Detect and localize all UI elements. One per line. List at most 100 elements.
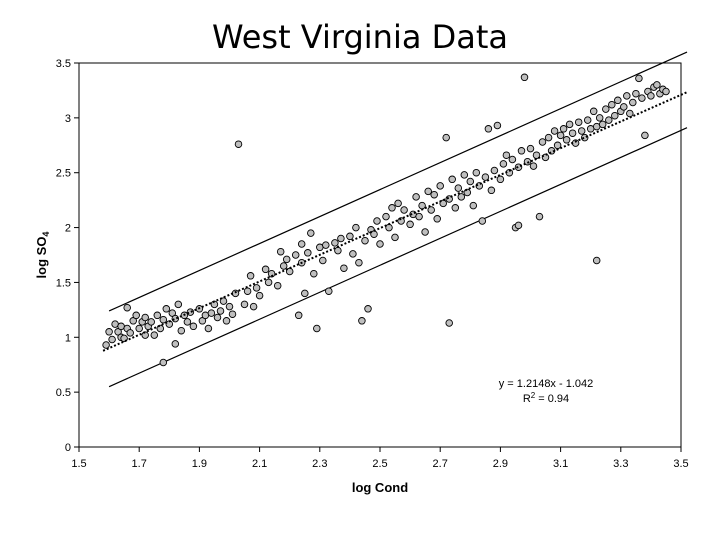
data-point — [472, 168, 481, 177]
data-point — [337, 234, 345, 243]
data-point — [325, 287, 333, 295]
data-point — [349, 250, 357, 258]
data-point — [577, 127, 586, 135]
regression-equation: y = 1.2148x - 1.042 — [499, 378, 593, 390]
data-point — [418, 201, 426, 210]
data-point — [620, 103, 628, 111]
data-point — [463, 188, 472, 197]
data-point — [141, 313, 149, 322]
data-points — [102, 73, 670, 367]
data-point — [433, 215, 441, 223]
data-point — [568, 129, 577, 137]
data-point — [102, 341, 110, 349]
data-point — [653, 81, 661, 89]
x-tick-label: 1.5 — [71, 458, 86, 470]
data-point — [126, 329, 134, 337]
data-point — [487, 186, 496, 195]
data-point — [514, 221, 523, 230]
data-point — [457, 193, 466, 201]
data-point — [583, 116, 592, 124]
data-point — [466, 177, 475, 186]
data-point — [240, 300, 249, 309]
y-tick-label: 1.5 — [56, 277, 71, 289]
data-point — [623, 92, 631, 100]
data-point — [559, 125, 568, 133]
data-point — [493, 121, 502, 130]
data-point — [589, 107, 598, 116]
data-point — [574, 118, 583, 126]
data-point — [249, 302, 258, 311]
data-point — [526, 144, 535, 153]
data-point — [174, 300, 183, 309]
data-point — [153, 311, 162, 320]
x-tick-label: 2.9 — [493, 458, 508, 470]
data-point — [183, 318, 192, 326]
data-point — [382, 212, 390, 221]
data-point — [412, 193, 420, 201]
data-point — [234, 140, 243, 148]
data-point — [331, 239, 339, 247]
chart-title: West Virginia Data — [211, 18, 509, 56]
data-point — [595, 114, 604, 122]
data-point — [391, 233, 399, 242]
data-point — [246, 272, 255, 280]
data-point — [108, 335, 116, 344]
data-point — [436, 182, 444, 190]
data-point — [538, 138, 547, 146]
data-point — [562, 136, 571, 144]
y-tick-label: 2.5 — [56, 168, 71, 180]
data-point — [448, 175, 456, 184]
data-point — [291, 251, 300, 259]
data-point — [638, 94, 646, 102]
data-point — [592, 256, 601, 265]
x-tick-label: 2.7 — [433, 458, 448, 470]
data-point — [313, 324, 321, 333]
data-point — [484, 125, 493, 133]
data-point — [430, 190, 438, 199]
data-point — [264, 278, 273, 287]
data-point — [364, 305, 372, 313]
data-point — [150, 331, 159, 339]
data-point — [427, 206, 435, 214]
data-point — [228, 310, 237, 318]
data-point — [219, 297, 228, 305]
data-point — [605, 116, 613, 124]
data-point — [376, 240, 384, 248]
data-point — [252, 284, 261, 292]
y-tick-label: 0.5 — [56, 387, 71, 399]
data-point — [451, 204, 460, 212]
data-point — [400, 206, 408, 214]
data-point — [307, 229, 315, 237]
data-point — [304, 249, 312, 257]
data-point — [460, 171, 469, 179]
data-point — [261, 265, 270, 274]
r-squared: R2 = 0.94 — [523, 391, 569, 405]
data-point — [442, 133, 450, 142]
data-point — [361, 236, 369, 245]
data-point — [662, 87, 670, 96]
data-point — [553, 141, 562, 150]
r-squared-prefix: R — [523, 393, 531, 405]
x-tick-label: 2.5 — [372, 458, 387, 470]
data-point — [276, 247, 285, 256]
data-point — [346, 232, 354, 241]
x-tick-label: 2.3 — [312, 458, 327, 470]
data-point — [189, 322, 198, 331]
data-point — [301, 289, 309, 298]
data-point — [421, 228, 429, 236]
data-point — [373, 217, 381, 225]
x-tick-label: 3.1 — [553, 458, 568, 470]
x-tick-label: 3.3 — [613, 458, 628, 470]
data-point — [123, 303, 131, 312]
data-point — [171, 340, 180, 348]
data-point — [132, 311, 140, 320]
data-point — [225, 302, 234, 311]
x-tick-label: 1.9 — [192, 458, 207, 470]
data-point — [406, 220, 414, 229]
data-point — [204, 324, 213, 333]
data-point — [535, 212, 544, 221]
data-point — [117, 322, 125, 331]
data-point — [282, 255, 291, 264]
data-point — [490, 166, 499, 175]
data-point — [608, 100, 616, 109]
